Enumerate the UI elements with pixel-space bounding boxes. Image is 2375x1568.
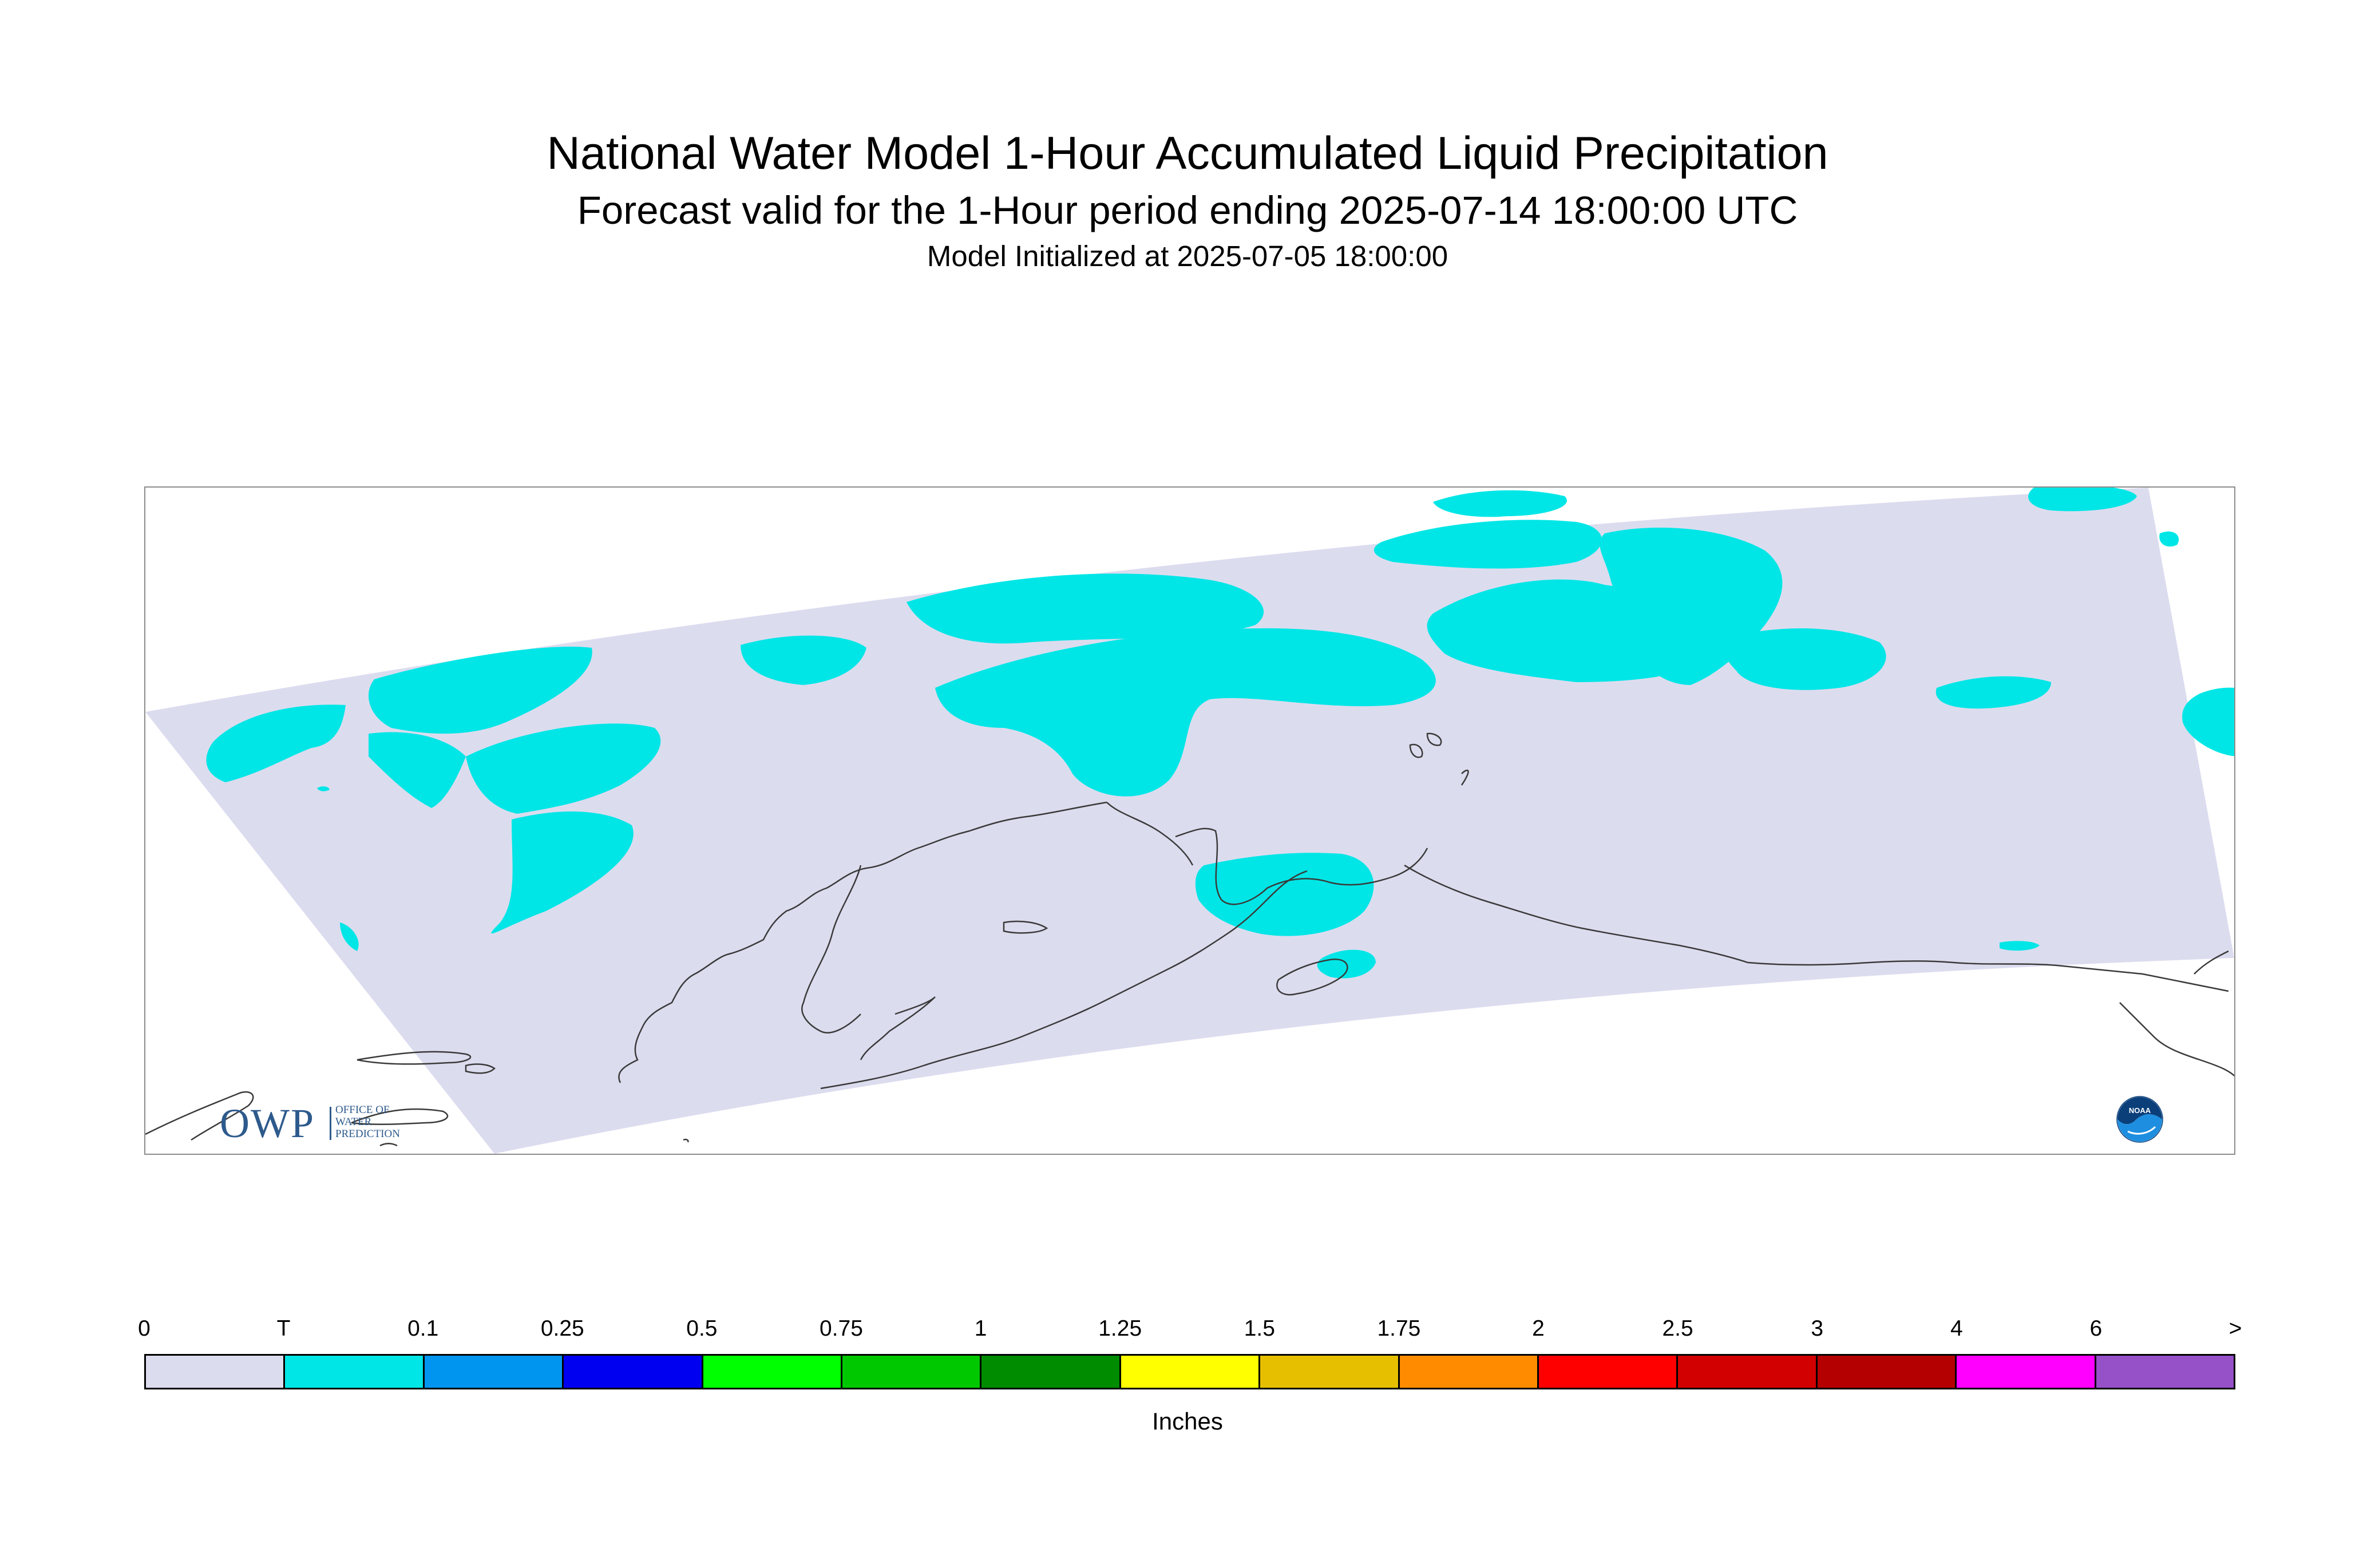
legend-tick-label: 1 xyxy=(974,1316,987,1341)
legend-tick-label: T xyxy=(276,1316,291,1341)
precip-area xyxy=(2000,941,2040,951)
legend-units: Inches xyxy=(1152,1408,1223,1435)
legend-swatch xyxy=(564,1356,703,1388)
precip-area xyxy=(206,704,346,782)
coastline-alaska-north xyxy=(1106,802,1194,866)
coastline-lake-north xyxy=(1460,769,1469,786)
coastline-bristol xyxy=(860,996,936,1060)
legend-swatch xyxy=(1957,1356,2096,1388)
map-panel: OWP OFFICE OF WATER PREDICTION NOAA xyxy=(144,486,2235,1155)
precip-area xyxy=(2159,531,2179,547)
coastline-alaska-west xyxy=(618,801,1107,1083)
precip-area xyxy=(1935,676,2051,709)
coastline-kodiak xyxy=(1276,958,1348,996)
coastlines xyxy=(145,732,2234,1147)
precip-area xyxy=(1724,628,1886,690)
coastline-chukotka xyxy=(145,1091,254,1141)
legend-swatch xyxy=(1678,1356,1818,1388)
legend-tick-label: > xyxy=(2228,1316,2242,1341)
legend-swatch xyxy=(285,1356,425,1388)
legend-colorbar xyxy=(144,1354,2235,1389)
coastline-st-lawrence xyxy=(357,1051,472,1065)
legend-tick-label: 1.25 xyxy=(1098,1316,1142,1341)
legend-tick-label: 2 xyxy=(1532,1316,1545,1341)
precip-area xyxy=(1433,490,1567,517)
precip-area xyxy=(741,635,866,685)
owp-logo-divider xyxy=(330,1107,331,1140)
legend-tick-label: 0.1 xyxy=(407,1316,439,1341)
legend-swatch xyxy=(1260,1356,1400,1388)
coastline-kenai xyxy=(1175,827,1428,905)
precip-area xyxy=(2182,687,2234,757)
legend-swatch xyxy=(1817,1356,1957,1388)
coastline-gulf xyxy=(1404,864,2229,992)
coastline-island xyxy=(1426,732,1442,746)
legend-tick-label: 4 xyxy=(1950,1316,1963,1341)
precip-area xyxy=(491,811,634,934)
owp-logo-line2: WATER xyxy=(335,1116,372,1128)
coastline-lake xyxy=(1003,920,1048,934)
legend-swatch xyxy=(424,1356,564,1388)
coastline-peninsula xyxy=(820,870,1308,1090)
precip-area xyxy=(466,723,661,814)
legend-swatch xyxy=(1121,1356,1261,1388)
legend-tick-label: 0 xyxy=(138,1316,151,1341)
coastline-canada xyxy=(2194,950,2229,975)
legend-tick-labels: 0 T 0.1 0.25 0.5 0.75 1 1.25 1.5 1.75 2 2.5 3 4 6 > xyxy=(138,1316,2242,1351)
legend-swatch xyxy=(703,1356,843,1388)
noaa-logo: NOAA xyxy=(2116,1096,2163,1143)
precip-area xyxy=(369,732,466,808)
legend-swatch xyxy=(2096,1356,2234,1388)
precip-area xyxy=(317,786,330,791)
model-init-line: Model Initialized at 2025-07-05 18:00:00 xyxy=(927,240,1448,272)
precip-area xyxy=(2028,488,2137,512)
precip-area xyxy=(369,647,592,734)
legend-tick-label: 0.75 xyxy=(820,1316,863,1341)
legend-swatch xyxy=(1539,1356,1679,1388)
map-title: National Water Model 1-Hour Accumulated … xyxy=(547,128,1828,179)
legend-swatch xyxy=(1399,1356,1539,1388)
owp-logo-letters: OWP xyxy=(220,1100,315,1146)
noaa-logo-text: NOAA xyxy=(2129,1106,2151,1115)
legend-swatch xyxy=(146,1356,286,1388)
precip-area xyxy=(935,628,1436,797)
legend-swatch xyxy=(842,1356,982,1388)
precip-area xyxy=(907,573,1264,644)
coastline-nunivak xyxy=(465,1063,496,1074)
legend-swatch xyxy=(981,1356,1121,1388)
coastline-southeast xyxy=(2119,1002,2234,1077)
legend-tick-label: 3 xyxy=(1811,1316,1824,1341)
coastline-islands xyxy=(351,1108,449,1125)
coastline-river xyxy=(801,865,862,1034)
precip-area xyxy=(1373,520,1602,569)
precip-area xyxy=(340,922,359,951)
legend-tick-label: 1.5 xyxy=(1244,1316,1275,1341)
coastline-pribilof xyxy=(683,1138,689,1143)
map-subtitle: Forecast valid for the 1-Hour period end… xyxy=(577,188,1798,232)
legend-tick-label: 0.5 xyxy=(686,1316,718,1341)
legend-tick-label: 6 xyxy=(2089,1316,2103,1341)
owp-logo-line1: OFFICE OF xyxy=(335,1104,390,1116)
coastline-aleutians xyxy=(379,1143,398,1147)
owp-logo-line3: PREDICTION xyxy=(335,1128,400,1140)
legend-tick-label: 2.5 xyxy=(1662,1316,1693,1341)
precipitation-map xyxy=(145,488,2234,1154)
legend-tick-label: 0.25 xyxy=(540,1316,584,1341)
precipitation-areas xyxy=(206,488,2234,979)
coastline-island xyxy=(1409,743,1423,758)
legend-tick-label: 1.75 xyxy=(1377,1316,1421,1341)
precip-area xyxy=(1195,853,1374,936)
